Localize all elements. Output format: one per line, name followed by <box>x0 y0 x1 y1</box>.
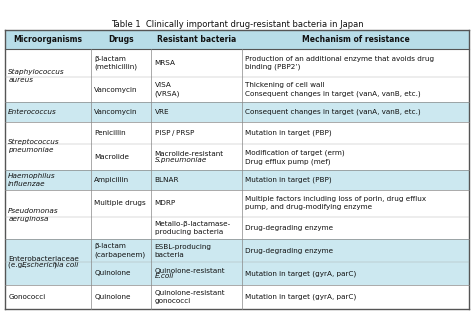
Bar <box>5 217 469 239</box>
Text: Quinolone-resistant: Quinolone-resistant <box>155 268 225 274</box>
Text: Ampicillin: Ampicillin <box>94 177 129 183</box>
Text: ESBL-producing
bacteria: ESBL-producing bacteria <box>155 244 211 258</box>
Text: Vancomycin: Vancomycin <box>94 109 137 115</box>
Text: Mechanism of resistance: Mechanism of resistance <box>301 35 410 44</box>
Text: Production of an additional enzyme that avoids drug
binding (PBP2’): Production of an additional enzyme that … <box>245 56 434 70</box>
Text: VISA
(VRSA): VISA (VRSA) <box>155 82 180 97</box>
Text: Pseudomonas
aeruginosa: Pseudomonas aeruginosa <box>8 207 59 222</box>
Text: Metallo-β-lactamase-
producing bacteria: Metallo-β-lactamase- producing bacteria <box>155 221 231 235</box>
Bar <box>5 122 469 144</box>
Text: Mutation in target (gyrA, parC): Mutation in target (gyrA, parC) <box>245 294 356 300</box>
Text: Macrolide: Macrolide <box>94 154 129 160</box>
Text: Table 1  Clinically important drug-resistant bacteria in Japan: Table 1 Clinically important drug-resist… <box>111 20 363 29</box>
Bar <box>5 144 469 170</box>
Text: Macrolide-resistant: Macrolide-resistant <box>155 151 224 158</box>
Text: E.coli: E.coli <box>155 273 174 279</box>
Text: Escherichia coli: Escherichia coli <box>22 262 78 268</box>
Bar <box>5 262 469 285</box>
Text: MRSA: MRSA <box>155 60 175 66</box>
Text: ): ) <box>54 261 56 268</box>
Bar <box>5 170 469 190</box>
Text: Microorganisms: Microorganisms <box>13 35 82 44</box>
Text: Haemophilus
influenzae: Haemophilus influenzae <box>8 173 56 187</box>
Bar <box>5 77 469 102</box>
Text: Quinolone-resistant
gonococci: Quinolone-resistant gonococci <box>155 290 225 304</box>
Bar <box>5 30 469 49</box>
Text: Thickening of cell wall
Consequent changes in target (vanA, vanB, etc.): Thickening of cell wall Consequent chang… <box>245 82 421 97</box>
Text: Resistant bacteria: Resistant bacteria <box>157 35 236 44</box>
Text: Quinolone: Quinolone <box>94 294 131 300</box>
Text: Multiple drugs: Multiple drugs <box>94 200 146 206</box>
Text: Vancomycin: Vancomycin <box>94 87 137 93</box>
Text: Drug-degrading enzyme: Drug-degrading enzyme <box>245 248 333 254</box>
Text: Staphylococcus
aureus: Staphylococcus aureus <box>8 69 65 83</box>
Text: Streptococcus
pneumoniae: Streptococcus pneumoniae <box>8 139 60 153</box>
Text: VRE: VRE <box>155 109 169 115</box>
Bar <box>5 285 469 309</box>
Bar <box>5 102 469 122</box>
Text: Gonococci: Gonococci <box>8 294 46 300</box>
Text: Mutation in target (PBP): Mutation in target (PBP) <box>245 177 332 183</box>
Text: Quinolone: Quinolone <box>94 271 131 276</box>
Text: Multiple factors including loss of porin, drug efflux
pump, and drug-modifying e: Multiple factors including loss of porin… <box>245 196 426 210</box>
Text: S.pneumoniae: S.pneumoniae <box>155 157 207 163</box>
Text: β-lactam
(carbapenem): β-lactam (carbapenem) <box>94 243 146 258</box>
Text: BLNAR: BLNAR <box>155 177 179 183</box>
Bar <box>5 239 469 262</box>
Text: Mutation in target (gyrA, parC): Mutation in target (gyrA, parC) <box>245 270 356 277</box>
Text: Enterobacteriaceae: Enterobacteriaceae <box>8 256 79 262</box>
Text: Consequent changes in target (vanA, vanB, etc.): Consequent changes in target (vanA, vanB… <box>245 109 421 115</box>
Text: Drugs: Drugs <box>108 35 134 44</box>
Text: (e.g.,: (e.g., <box>8 261 29 268</box>
Text: Penicillin: Penicillin <box>94 130 126 136</box>
Text: Drug-degrading enzyme: Drug-degrading enzyme <box>245 225 333 231</box>
Bar <box>5 49 469 77</box>
Text: MDRP: MDRP <box>155 200 176 206</box>
Text: PISP / PRSP: PISP / PRSP <box>155 130 194 136</box>
Text: Enterococcus: Enterococcus <box>8 109 57 115</box>
Text: β-lactam
(methicillin): β-lactam (methicillin) <box>94 56 137 70</box>
Bar <box>5 190 469 217</box>
Text: Modification of target (erm)
Drug efflux pump (mef): Modification of target (erm) Drug efflux… <box>245 149 345 165</box>
Text: Mutation in target (PBP): Mutation in target (PBP) <box>245 130 332 136</box>
